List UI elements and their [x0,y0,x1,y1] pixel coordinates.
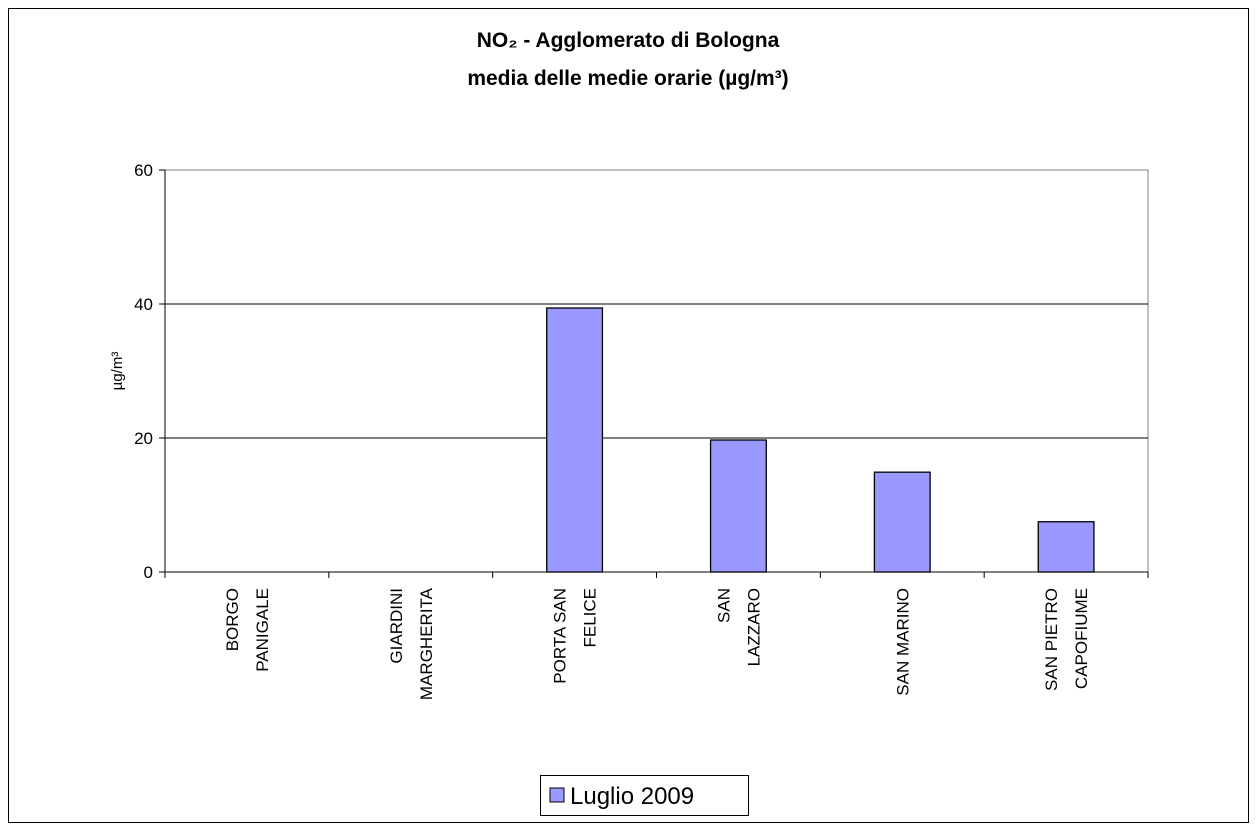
y-axis-label: µg/m³ [109,352,126,391]
x-tick-label: MARGHERITA [417,587,436,700]
y-tick-label: 0 [144,563,153,582]
legend-swatch [549,787,565,803]
bar [546,307,604,573]
x-tick-label: PANIGALE [253,588,272,672]
chart-subtitle: media delle medie orarie (µg/m³) [467,67,788,90]
x-tick-label: BORGO [223,588,242,651]
bar [873,471,931,573]
bar [709,439,767,573]
x-tick-label: SAN PIETRO [1042,588,1061,691]
x-tick-label: SAN MARINO [893,588,912,696]
x-tick-label: CAPOFIUME [1072,588,1091,689]
x-tick-label: FELICE [581,588,600,648]
y-tick-label: 40 [134,295,153,314]
plot-area [164,169,1149,573]
bar [1037,521,1095,573]
legend-label: Luglio 2009 [570,783,694,810]
y-tick-label: 60 [134,161,153,180]
chart-title: NO₂ - Agglomerato di Bologna [477,29,780,52]
x-tick-label: LAZZARO [744,588,763,666]
x-tick-label: GIARDINI [387,588,406,664]
x-tick-label: SAN [714,588,733,623]
y-tick-label: 20 [134,429,153,448]
x-tick-label: PORTA SAN [551,588,570,684]
legend-box [540,775,749,816]
